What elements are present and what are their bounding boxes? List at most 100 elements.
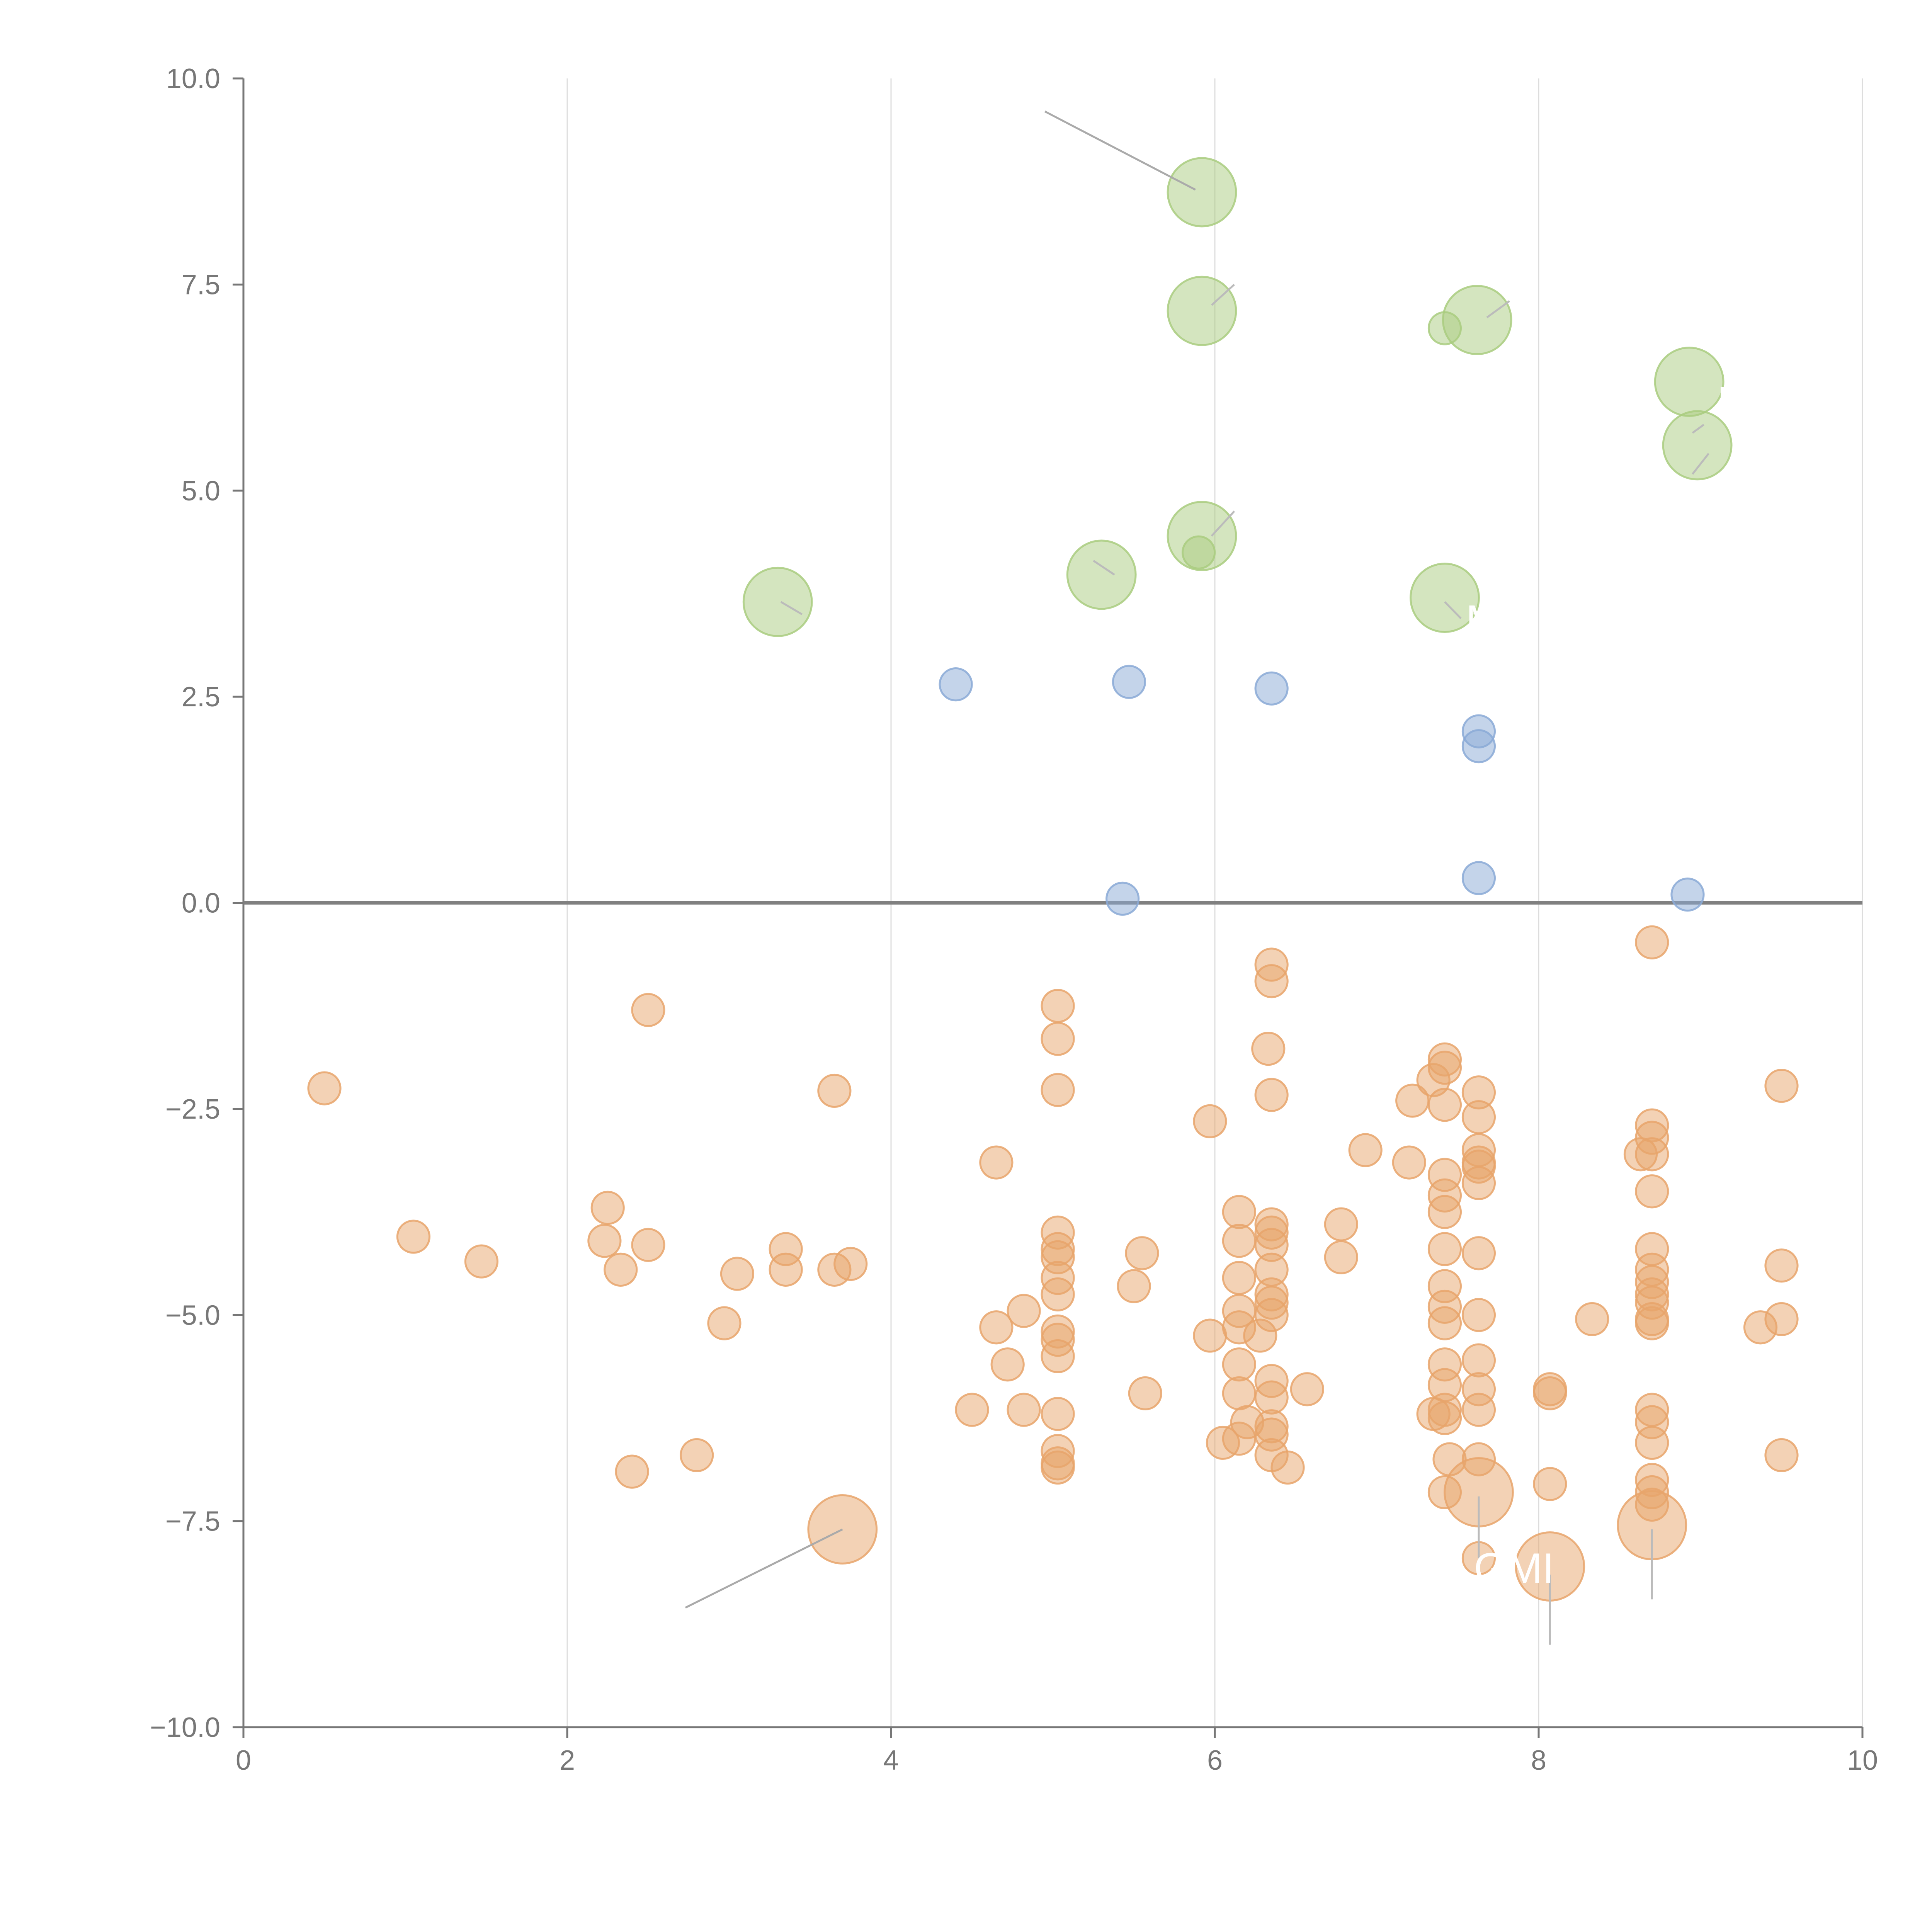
orange-data-point — [307, 1071, 342, 1105]
annotations: I C IN I M GMI — [1218, 238, 1759, 1592]
orange-data-point — [1270, 1450, 1305, 1485]
annotation-leader-line — [1486, 300, 1510, 318]
annotation-label: GMI — [1474, 1545, 1554, 1592]
orange-data-point — [631, 993, 665, 1027]
orange-data-point — [1533, 1467, 1567, 1501]
orange-data-point — [1461, 1298, 1496, 1332]
x-tick-label: 8 — [1531, 1745, 1546, 1776]
annotation-leader-line — [1444, 601, 1462, 619]
orange-data-point — [1222, 1261, 1256, 1295]
orange-data-point — [1427, 1232, 1462, 1266]
orange-data-point — [1254, 964, 1289, 998]
orange-data-point — [1251, 1032, 1286, 1066]
green-data-point — [1662, 410, 1733, 481]
x-tick-label: 0 — [236, 1745, 251, 1776]
orange-data-point — [1416, 1397, 1451, 1431]
orange-data-point — [1041, 1073, 1075, 1107]
blue-data-point — [1112, 665, 1146, 699]
orange-data-point — [1041, 1450, 1075, 1485]
annotation-label: C — [1498, 255, 1529, 302]
orange-data-point — [1461, 1166, 1496, 1200]
orange-data-point — [1764, 1302, 1799, 1337]
orange-data-point — [1007, 1294, 1041, 1328]
annotation-leader-line — [1692, 453, 1709, 475]
annotation-leader-line — [1211, 510, 1235, 537]
orange-data-point — [1348, 1133, 1383, 1167]
x-tick-label: 4 — [883, 1745, 899, 1776]
green-data-point — [1167, 276, 1237, 346]
orange-data-point — [1125, 1236, 1159, 1270]
orange-data-point — [1635, 1174, 1669, 1209]
annotation-leader-line — [1211, 284, 1235, 306]
orange-data-point — [1427, 1088, 1462, 1122]
orange-data-point — [1635, 1425, 1669, 1460]
orange-data-point — [464, 1244, 499, 1279]
orange-data-point — [1041, 1277, 1075, 1312]
orange-data-point — [1461, 1393, 1496, 1427]
orange-data-point — [817, 1073, 852, 1108]
orange-data-point — [1427, 1051, 1462, 1085]
y-tick-label: −10.0 — [150, 1712, 220, 1743]
orange-data-point — [1635, 925, 1669, 960]
y-tick-label: 10.0 — [166, 63, 220, 94]
annotation-leader-line — [780, 601, 803, 615]
orange-data-point — [1764, 1069, 1799, 1103]
annotation-leader-line — [1692, 424, 1704, 434]
orange-data-point — [1575, 1302, 1609, 1337]
orange-data-point — [1427, 1195, 1462, 1229]
y-tick-label: −5.0 — [165, 1300, 220, 1331]
orange-data-point — [1222, 1347, 1256, 1382]
y-tick-label: −7.5 — [165, 1506, 220, 1537]
orange-data-point — [396, 1219, 431, 1254]
orange-data-point — [680, 1438, 714, 1473]
orange-data-point — [1461, 1100, 1496, 1134]
orange-data-point — [1128, 1376, 1162, 1411]
orange-data-point — [1041, 1022, 1075, 1056]
orange-data-point — [1635, 1137, 1669, 1172]
orange-data-point — [604, 1252, 638, 1287]
y-tick-label: 7.5 — [182, 269, 220, 300]
annotation-label: I — [1218, 465, 1230, 512]
annotation-label: IN — [1717, 378, 1759, 426]
x-tick-label: 10 — [1847, 1745, 1878, 1776]
y-tick-label: 5.0 — [182, 476, 220, 507]
orange-data-point — [1392, 1145, 1426, 1180]
annotation-leader-line — [685, 1528, 843, 1609]
orange-data-point — [1324, 1207, 1358, 1242]
green-data-point — [1167, 157, 1237, 228]
blue-data-point — [939, 667, 973, 702]
orange-data-point — [631, 1228, 665, 1262]
annotation-label: M — [1466, 597, 1501, 644]
orange-data-point — [1254, 1298, 1289, 1332]
x-tick-label: 6 — [1207, 1745, 1223, 1776]
orange-data-point — [1041, 1339, 1075, 1374]
orange-data-point — [1764, 1438, 1799, 1473]
y-tick-label: −2.5 — [165, 1094, 220, 1125]
annotation-leader-line — [1044, 111, 1196, 191]
orange-data-point — [990, 1347, 1025, 1382]
orange-data-point — [1635, 1306, 1669, 1340]
orange-data-point — [979, 1145, 1014, 1180]
orange-data-point — [1007, 1393, 1041, 1427]
orange-data-point — [590, 1190, 625, 1225]
blue-data-point — [1461, 729, 1496, 764]
orange-data-point — [1041, 989, 1075, 1023]
orange-data-point — [1461, 1236, 1496, 1270]
y-tick-label: 2.5 — [182, 682, 220, 713]
orange-data-point — [979, 1310, 1014, 1345]
orange-data-point — [1222, 1195, 1256, 1229]
blue-data-point — [1670, 878, 1705, 912]
blue-data-point — [1105, 881, 1140, 916]
orange-data-point — [1764, 1248, 1799, 1283]
orange-data-point — [1041, 1397, 1075, 1431]
orange-data-point — [615, 1454, 649, 1489]
annotation-leader-line — [1093, 560, 1115, 576]
orange-data-point — [1193, 1318, 1227, 1353]
orange-data-point — [1222, 1376, 1256, 1411]
orange-data-point — [587, 1224, 622, 1258]
green-data-point — [1182, 535, 1216, 570]
orange-data-point — [807, 1494, 878, 1565]
orange-data-point — [769, 1252, 803, 1287]
orange-data-point — [1324, 1240, 1358, 1275]
